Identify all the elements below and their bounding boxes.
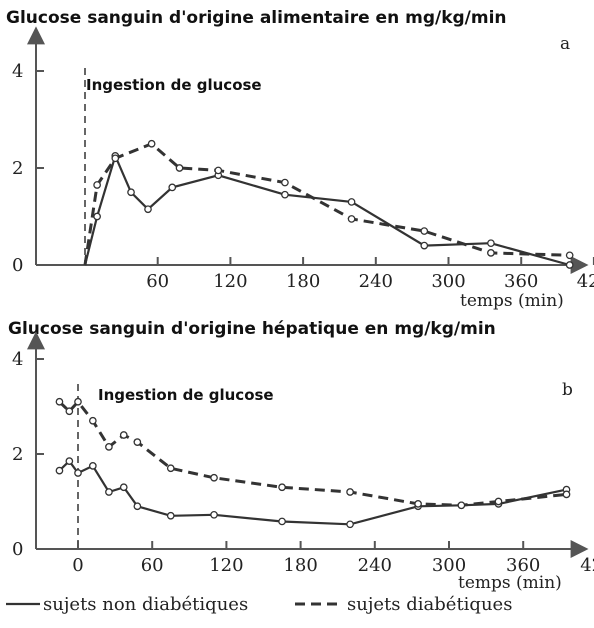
chart-a-xtick-label: 420: [577, 271, 594, 292]
chart-a-point-non-diabetic: [93, 212, 101, 221]
chart-b-point-non-diabetic: [55, 466, 64, 475]
chart-b-point-non-diabetic: [65, 457, 74, 465]
chart-a-point-diabetic: [487, 249, 495, 257]
chart-a-panel-label: a: [560, 34, 570, 54]
chart-b-point-diabetic: [74, 397, 82, 406]
chart-b-point-diabetic: [346, 488, 354, 496]
chart-b-point-diabetic: [278, 483, 286, 492]
chart-b-xtick-label: 360: [506, 555, 540, 576]
chart-b-series: [55, 397, 571, 529]
chart-a-series-non-diabetic-line: [83, 152, 570, 267]
chart-a-axes: [27, 26, 589, 274]
chart-a-point-diabetic: [281, 178, 289, 187]
chart-b-point-non-diabetic: [210, 510, 218, 519]
chart-a-ytick-label: 4: [12, 61, 23, 82]
chart-a-series: [83, 139, 574, 269]
chart-a-xlabel: temps (min): [460, 291, 564, 311]
chart-b-xtick-label: 240: [358, 555, 392, 576]
chart-a-point-diabetic: [111, 154, 120, 163]
chart-b-point-diabetic: [55, 397, 64, 406]
chart-b-point-non-diabetic: [74, 469, 82, 477]
chart-a-point-non-diabetic: [144, 205, 152, 214]
chart-b-ytick-label: 2: [12, 444, 23, 465]
chart-b-series-non-diabetic-line: [58, 459, 567, 526]
legend-label-diabetic: sujets diabétiques: [347, 594, 512, 615]
chart-a-xtick-label: 60: [146, 271, 169, 292]
chart-a-xtick-label: 120: [213, 271, 247, 292]
chart-b-xlabel: temps (min): [458, 573, 562, 593]
chart-b-xtick-label: 60: [141, 555, 164, 576]
chart-a-point-non-diabetic: [281, 190, 289, 199]
chart-a-series-diabetic-line: [83, 142, 570, 266]
chart-b-annotation: Ingestion de glucose: [98, 386, 274, 404]
chart-a-point-non-diabetic: [420, 241, 429, 250]
chart-a-title: Glucose sanguin d'origine alimentaire en…: [6, 8, 507, 28]
chart-b-xtick-label: 420: [580, 555, 594, 576]
chart-a-point-diabetic: [214, 166, 223, 175]
chart-b-point-diabetic: [166, 464, 175, 473]
chart-b-point-non-diabetic: [346, 520, 354, 529]
chart-b-point-diabetic: [133, 438, 142, 446]
chart-b-point-diabetic: [210, 473, 218, 482]
chart-a-point-diabetic: [347, 215, 356, 223]
chart-b-title: Glucose sanguin d'origine hépatique en m…: [8, 319, 496, 339]
chart-a-point-non-diabetic: [168, 183, 177, 192]
chart-b-point-non-diabetic: [166, 511, 175, 520]
chart-b-point-diabetic: [65, 407, 74, 416]
chart-a-ticks: 0 2 4 60 120 180 240 300 360 420: [12, 61, 594, 292]
legend-label-non-diabetic: sujets non diabétiques: [43, 594, 248, 615]
chart-a-point-diabetic: [565, 251, 574, 260]
chart-a-point-non-diabetic: [347, 198, 356, 206]
chart-b-point-non-diabetic: [105, 488, 113, 496]
chart-a-point-diabetic: [175, 164, 184, 172]
chart-a-point-diabetic: [93, 181, 101, 189]
chart-b-point-diabetic: [88, 416, 97, 425]
chart-a-ytick-label: 2: [12, 158, 23, 179]
chart-b-ytick-label: 0: [12, 539, 23, 560]
chart-a-xtick-label: 300: [431, 271, 465, 292]
chart-a-point-non-diabetic: [487, 239, 495, 248]
chart-a-point-diabetic: [420, 227, 429, 235]
chart-b-point-non-diabetic: [119, 483, 128, 492]
chart-a-point-non-diabetic: [565, 261, 574, 269]
chart-a-xtick-label: 360: [504, 271, 538, 292]
chart-b-point-non-diabetic: [133, 502, 142, 511]
chart-a-point-diabetic: [147, 139, 156, 148]
chart-b-point-non-diabetic: [278, 517, 286, 526]
chart-b-point-diabetic: [494, 497, 503, 506]
chart-a-ytick-label: 0: [12, 255, 23, 276]
chart-b-axes: [27, 331, 589, 558]
chart-panel-b: Glucose sanguin d'origine hépatique en m…: [8, 319, 594, 593]
chart-b-point-diabetic: [105, 443, 113, 451]
chart-a-xtick-label: 240: [359, 271, 393, 292]
chart-b-point-non-diabetic: [88, 462, 97, 470]
chart-b-point-diabetic: [119, 431, 128, 439]
chart-b-xtick-label: 0: [72, 555, 83, 576]
chart-a-point-non-diabetic: [127, 188, 135, 197]
chart-b-ticks: 024060120180240300360420: [12, 349, 594, 576]
chart-b-ytick-label: 4: [12, 349, 23, 370]
chart-b-panel-label: b: [562, 380, 573, 400]
chart-a-xtick-label: 180: [286, 271, 320, 292]
chart-b-point-diabetic: [457, 501, 466, 510]
chart-panel-a: Glucose sanguin d'origine alimentaire en…: [6, 8, 594, 311]
chart-b-series-diabetic-line: [58, 399, 567, 507]
chart-a-annotation: Ingestion de glucose: [86, 76, 262, 94]
chart-b-xtick-label: 180: [283, 555, 317, 576]
chart-b-xtick-label: 120: [209, 555, 243, 576]
chart-b-point-diabetic: [562, 490, 571, 499]
legend: sujets non diabétiques sujets diabétique…: [6, 594, 512, 615]
chart-b-point-diabetic: [414, 500, 422, 508]
chart-b-xtick-label: 300: [432, 555, 466, 576]
